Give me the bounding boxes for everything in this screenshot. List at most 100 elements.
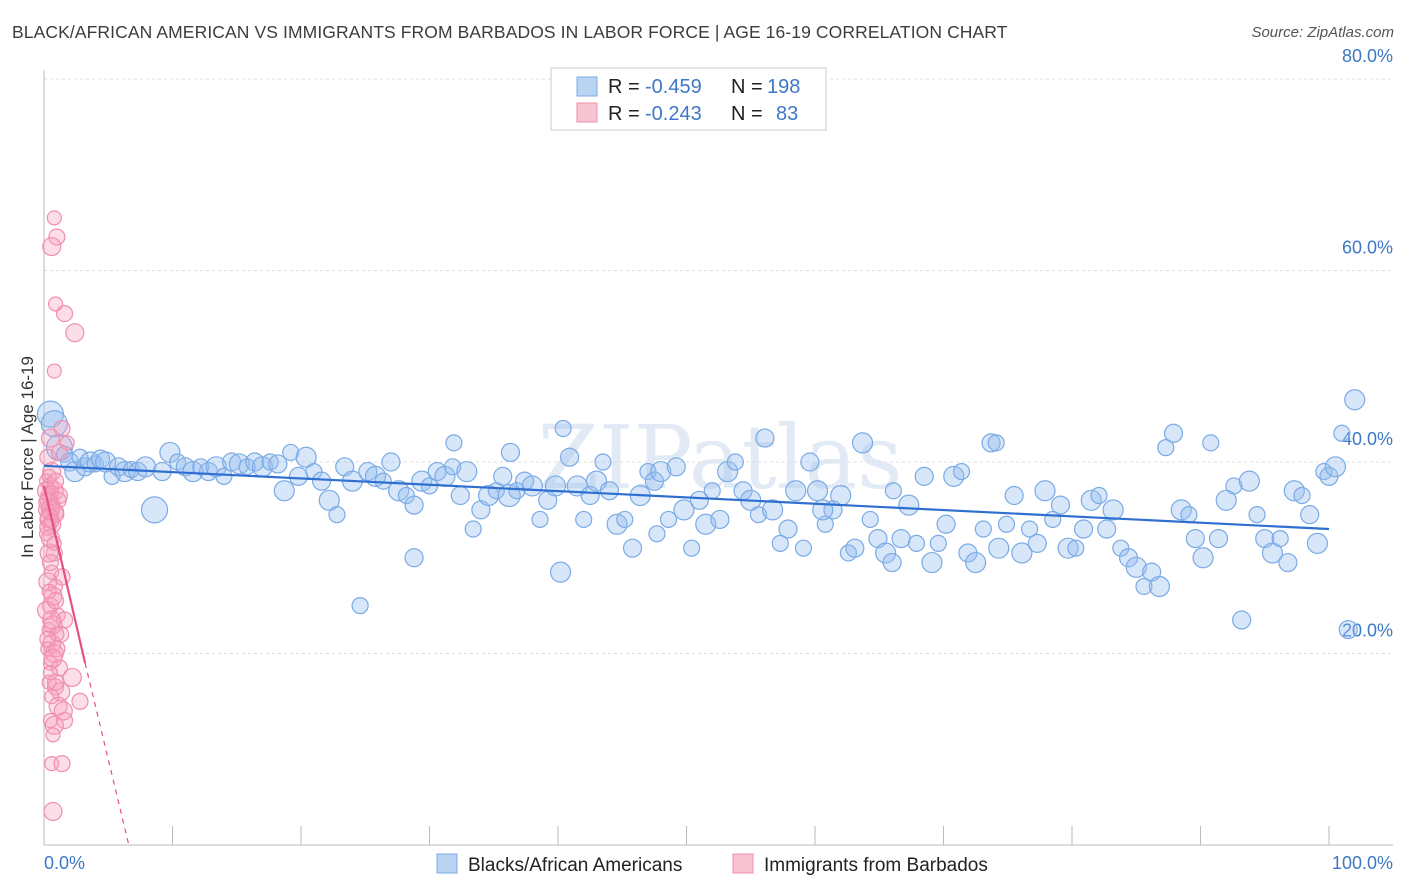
point-blacks <box>800 452 820 472</box>
point-blacks <box>921 551 943 574</box>
bottom-legend-label-pink: Immigrants from Barbados <box>764 855 988 876</box>
point-blacks <box>785 480 807 502</box>
point-barbados <box>42 236 62 257</box>
legend-swatch-pink <box>576 102 598 123</box>
point-blacks <box>318 489 340 511</box>
y-tick-label: 40.0% <box>1342 429 1393 449</box>
point-blacks <box>794 539 813 557</box>
gridlines <box>44 78 1393 654</box>
x-axis-ticks <box>43 826 1330 845</box>
trend-line-blacks <box>43 464 1330 531</box>
point-barbados <box>65 323 85 343</box>
legend-r-value-2: -0.243 <box>645 103 702 125</box>
point-blacks <box>1163 423 1184 443</box>
point-blacks <box>689 490 709 510</box>
point-blacks <box>1073 519 1094 539</box>
point-blacks <box>965 551 987 574</box>
point-barbados <box>62 667 82 688</box>
point-blacks <box>1170 499 1192 521</box>
point-blacks <box>981 433 1001 453</box>
point-blacks <box>1125 556 1147 578</box>
point-blacks <box>450 485 470 506</box>
point-barbados <box>41 553 60 572</box>
point-blacks <box>1192 547 1214 569</box>
point-blacks <box>1185 528 1205 549</box>
point-blacks <box>1232 610 1252 630</box>
point-blacks <box>521 475 543 497</box>
point-barbados <box>42 712 59 729</box>
legend-r-label-2: R = <box>608 103 640 125</box>
point-blacks <box>1135 577 1153 596</box>
point-blacks <box>1208 528 1229 549</box>
point-blacks <box>830 484 852 507</box>
point-blacks <box>1300 505 1320 525</box>
legend-r-label-1: R = <box>608 76 640 98</box>
point-blacks <box>771 534 789 552</box>
chart-title: BLACK/AFRICAN AMERICAN VS IMMIGRANTS FRO… <box>12 22 1008 42</box>
point-barbados <box>71 692 89 710</box>
point-blacks <box>268 454 288 474</box>
point-blacks <box>381 452 401 472</box>
legend: R = -0.459 N = 198 R = -0.243 N = 83 <box>550 67 827 131</box>
point-blacks <box>861 510 879 529</box>
point-blacks <box>456 460 478 483</box>
point-blacks <box>1097 519 1117 539</box>
point-blacks <box>1248 506 1266 524</box>
point-barbados <box>53 755 71 773</box>
point-blacks <box>898 494 920 516</box>
point-barbados <box>42 665 59 681</box>
point-blacks <box>311 471 332 491</box>
point-blacks <box>914 466 934 486</box>
y-tick-label: 60.0% <box>1342 238 1393 258</box>
point-blacks <box>1202 434 1220 452</box>
point-blacks <box>988 537 1010 559</box>
trend-line-barbados <box>42 485 87 664</box>
point-blacks <box>1011 542 1033 564</box>
point-blacks <box>1283 480 1305 502</box>
point-blacks <box>761 499 784 521</box>
legend-swatch-blue <box>576 76 598 97</box>
legend-n-value-2: 83 <box>776 103 798 125</box>
point-barbados <box>46 673 65 691</box>
point-blacks <box>1225 477 1243 495</box>
point-blacks <box>1324 456 1347 478</box>
point-blacks <box>936 514 956 534</box>
point-barbados <box>48 228 66 246</box>
point-blacks <box>1271 529 1289 548</box>
point-blacks <box>1215 489 1237 511</box>
point-blacks <box>1090 486 1108 505</box>
point-blacks <box>559 447 580 467</box>
point-barbados <box>39 630 57 648</box>
source-label: Source: ZipAtlas.com <box>1251 24 1394 41</box>
point-barbados <box>38 572 58 592</box>
point-blacks <box>1293 486 1311 505</box>
point-barbados <box>41 583 57 599</box>
point-blacks <box>445 434 463 452</box>
point-blacks <box>1050 495 1071 515</box>
point-blacks <box>1102 499 1124 521</box>
point-blacks <box>875 542 897 564</box>
trend-lines <box>42 464 1330 846</box>
point-blacks <box>622 538 643 558</box>
point-blacks <box>997 515 1016 533</box>
point-blacks <box>1338 619 1358 640</box>
point-blacks <box>726 453 744 471</box>
point-blacks <box>616 510 634 529</box>
bottom-legend-label-blue: Blacks/African Americans <box>468 855 682 876</box>
data-points <box>36 210 1366 822</box>
point-blacks <box>907 534 926 552</box>
point-blacks <box>71 448 89 466</box>
point-blacks <box>351 597 369 615</box>
point-blacks <box>404 548 424 568</box>
y-axis-label: In Labor Force | Age 16-19 <box>18 356 37 558</box>
point-blacks <box>134 456 157 478</box>
point-barbados <box>44 715 64 735</box>
point-blacks <box>851 432 874 454</box>
point-barbados <box>43 801 63 822</box>
point-blacks <box>1344 389 1366 411</box>
trend-line-barbados-extrapolated <box>84 662 130 846</box>
point-blacks <box>273 480 295 502</box>
point-blacks <box>531 510 549 529</box>
point-blacks <box>411 470 433 492</box>
